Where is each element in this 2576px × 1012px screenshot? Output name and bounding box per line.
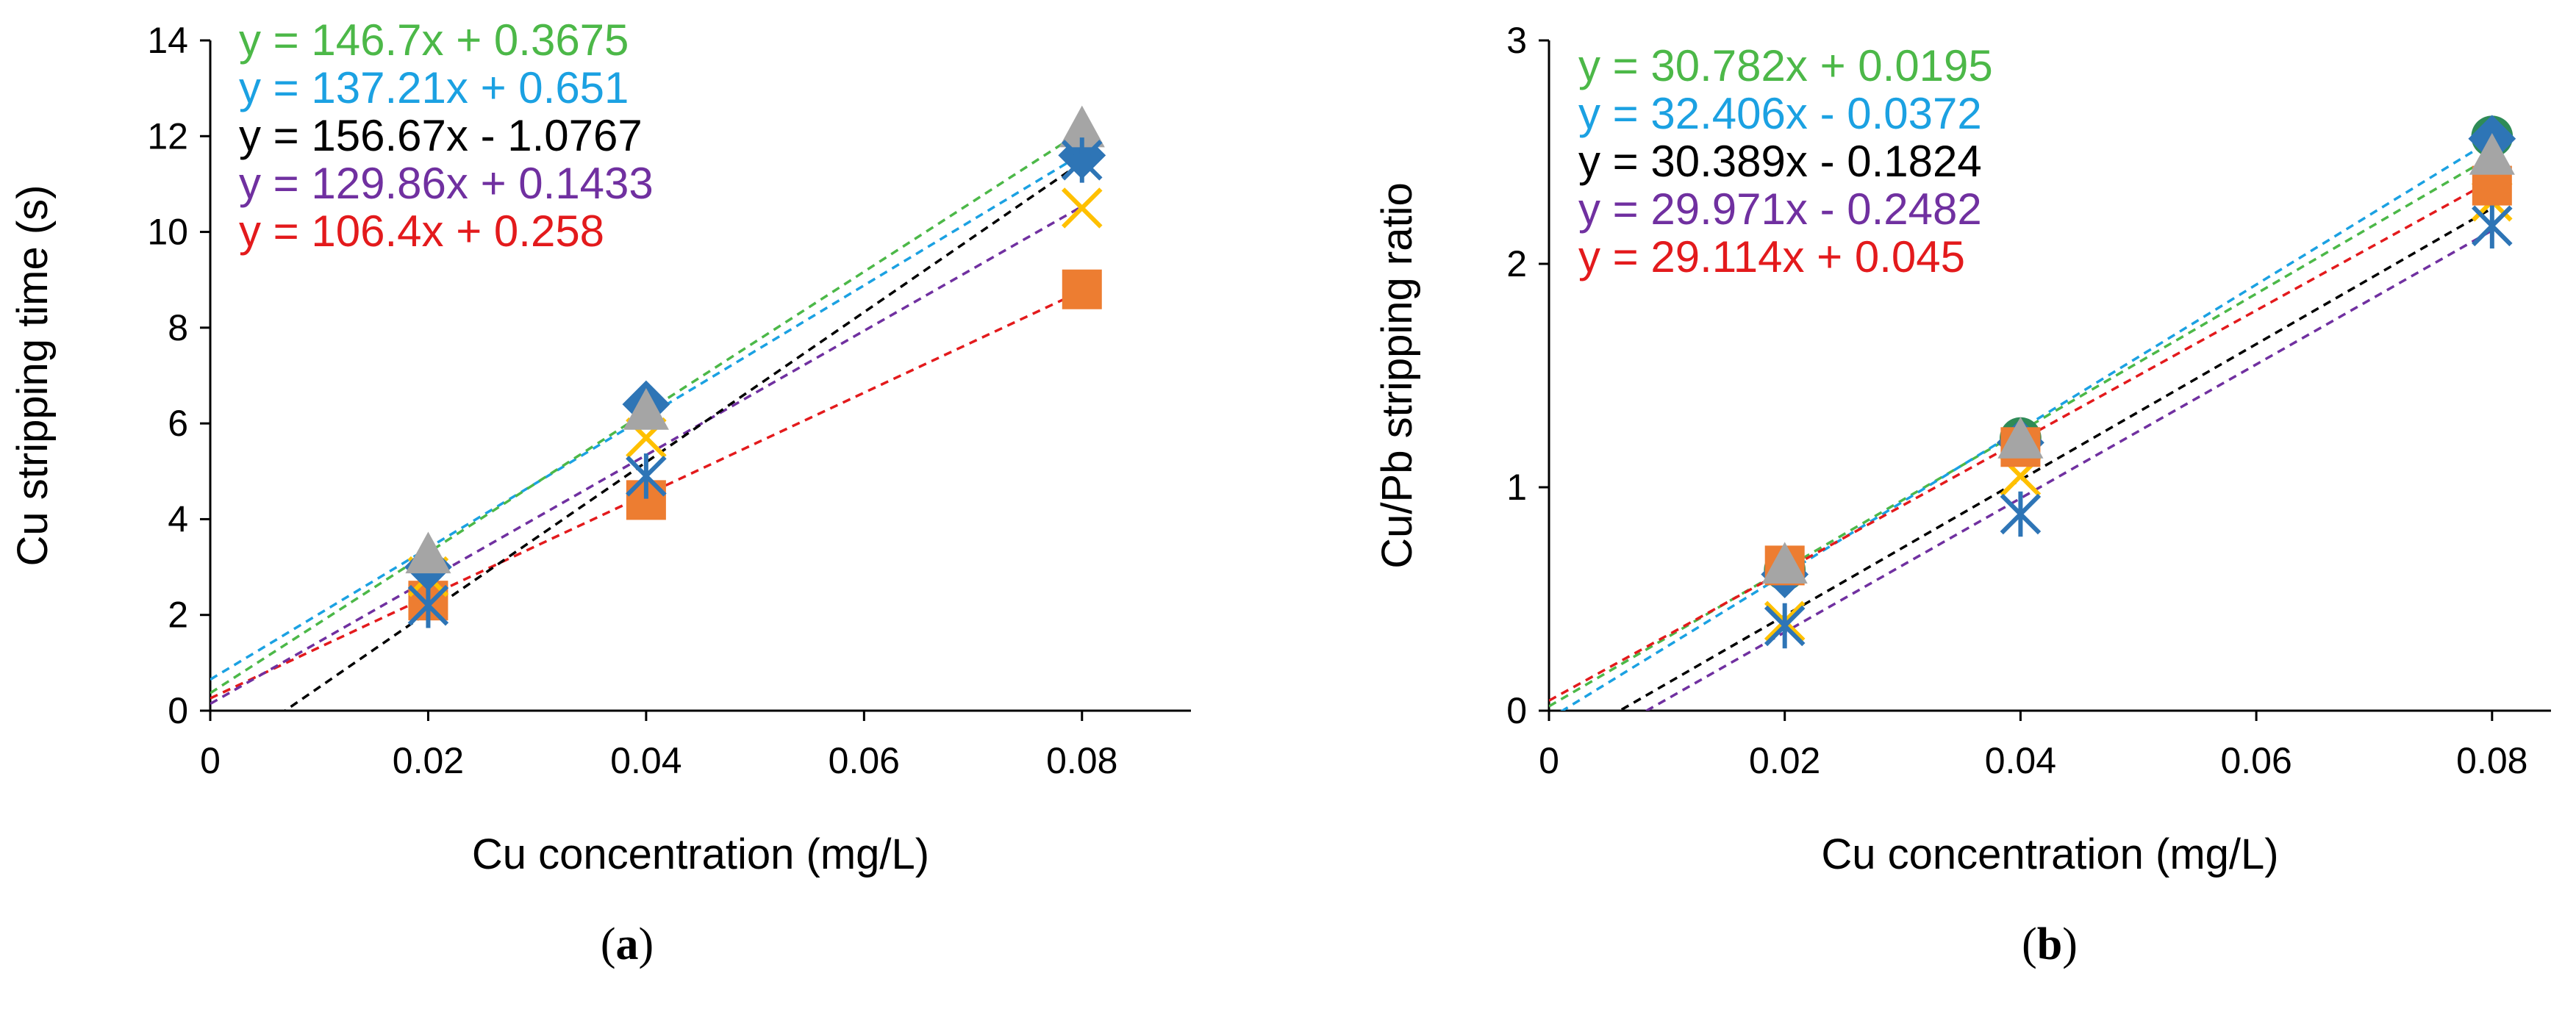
y-tick-label: 6 [168, 403, 188, 444]
x-tick-label: 0.08 [2456, 740, 2527, 781]
data-point-grey-triangles [2469, 133, 2515, 175]
y-axis-label: Cu stripping time (s) [9, 185, 57, 567]
x-tick-label: 0.02 [393, 740, 464, 781]
caption-open: ( [2022, 919, 2037, 969]
data-point-grey-triangles [623, 388, 669, 430]
trendline-equation: y = 30.782x + 0.0195 [1578, 41, 1993, 90]
trendline-equation: y = 129.86x + 0.1433 [239, 159, 654, 208]
data-point-grey-triangles [1997, 417, 2044, 459]
trendline-yellow-crosses [1617, 207, 2493, 711]
data-point-blue-stars [1764, 603, 1806, 649]
y-tick-label: 10 [147, 212, 188, 253]
data-point-grey-triangles [405, 531, 451, 574]
caption-letter: b [2037, 919, 2062, 969]
trendline-blue-stars [282, 161, 1083, 711]
trendline-blue-diamonds [1560, 138, 2493, 711]
y-tick-label: 0 [1506, 690, 1527, 731]
trendline-equation: y = 137.21x + 0.651 [239, 63, 629, 112]
x-tick-label: 0 [200, 740, 221, 781]
data-point-orange-squares [1062, 269, 1102, 309]
panel-caption: (b) [2022, 919, 2078, 969]
panel-b: 0 1 2 3 0 0.02 0.04 0.06 0.08 Cu concentration (m… [1373, 20, 2551, 969]
data-point-grey-triangles [1761, 542, 1808, 584]
data-points [404, 105, 1106, 628]
data-points [1761, 115, 2516, 649]
trendline-equation: y = 30.389x - 0.1824 [1578, 137, 1982, 186]
y-tick-label: 12 [147, 115, 188, 157]
y-tick-label: 1 [1506, 467, 1527, 508]
panel-caption: (a) [601, 919, 654, 969]
data-point-yellow-crosses [1062, 187, 1103, 229]
data-point-blue-stars [1062, 137, 1103, 183]
y-axis-label: Cu/Pb stripping ratio [1373, 182, 1421, 568]
caption-close: ) [639, 919, 654, 969]
trendline-equation: y = 32.406x - 0.0372 [1578, 89, 1982, 138]
x-tick-label: 0.06 [829, 740, 900, 781]
x-tick-label: 0.08 [1046, 740, 1117, 781]
y-tick-label: 4 [168, 498, 188, 539]
caption-close: ) [2062, 919, 2078, 969]
y-tick-label: 2 [168, 595, 188, 636]
data-point-blue-stars [626, 453, 667, 499]
trendline-equation: y = 156.67x - 1.0767 [239, 111, 643, 160]
caption-open: ( [601, 919, 616, 969]
y-tick-label: 8 [168, 307, 188, 348]
y-tick-label: 0 [168, 690, 188, 731]
data-point-blue-stars [2000, 491, 2042, 537]
trendline-equation: y = 29.114x + 0.045 [1578, 232, 1965, 281]
trendline-equation: y = 106.4x + 0.258 [239, 207, 604, 256]
y-tick-label: 2 [1506, 243, 1527, 284]
x-tick-label: 0.04 [1985, 740, 2056, 781]
x-tick-label: 0.04 [610, 740, 681, 781]
x-tick-label: 0.06 [2220, 740, 2291, 781]
y-tick-label: 3 [1506, 20, 1527, 61]
x-axis-label: Cu concentration (mg/L) [472, 830, 929, 878]
data-point-grey-triangles [1059, 105, 1105, 148]
panel-a: 0 2 4 6 8 10 12 14 0 0.02 0.04 0.06 0.08 Cu concentra… [9, 15, 1191, 969]
data-point-blue-stars [2472, 203, 2513, 249]
caption-letter: a [616, 919, 639, 969]
x-tick-label: 0 [1539, 740, 1559, 781]
x-axis-label: Cu concentration (mg/L) [1821, 830, 2278, 878]
data-point-blue-stars [407, 582, 449, 628]
trendline-equation: y = 29.971x - 0.2482 [1578, 184, 1982, 234]
y-tick-label: 14 [147, 20, 188, 61]
x-tick-label: 0.02 [1749, 740, 1820, 781]
trendline-equation: y = 146.7x + 0.3675 [239, 15, 629, 65]
